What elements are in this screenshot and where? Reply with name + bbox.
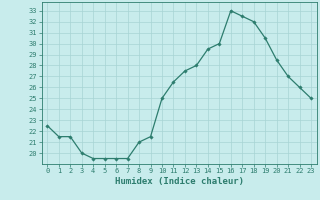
X-axis label: Humidex (Indice chaleur): Humidex (Indice chaleur) (115, 177, 244, 186)
